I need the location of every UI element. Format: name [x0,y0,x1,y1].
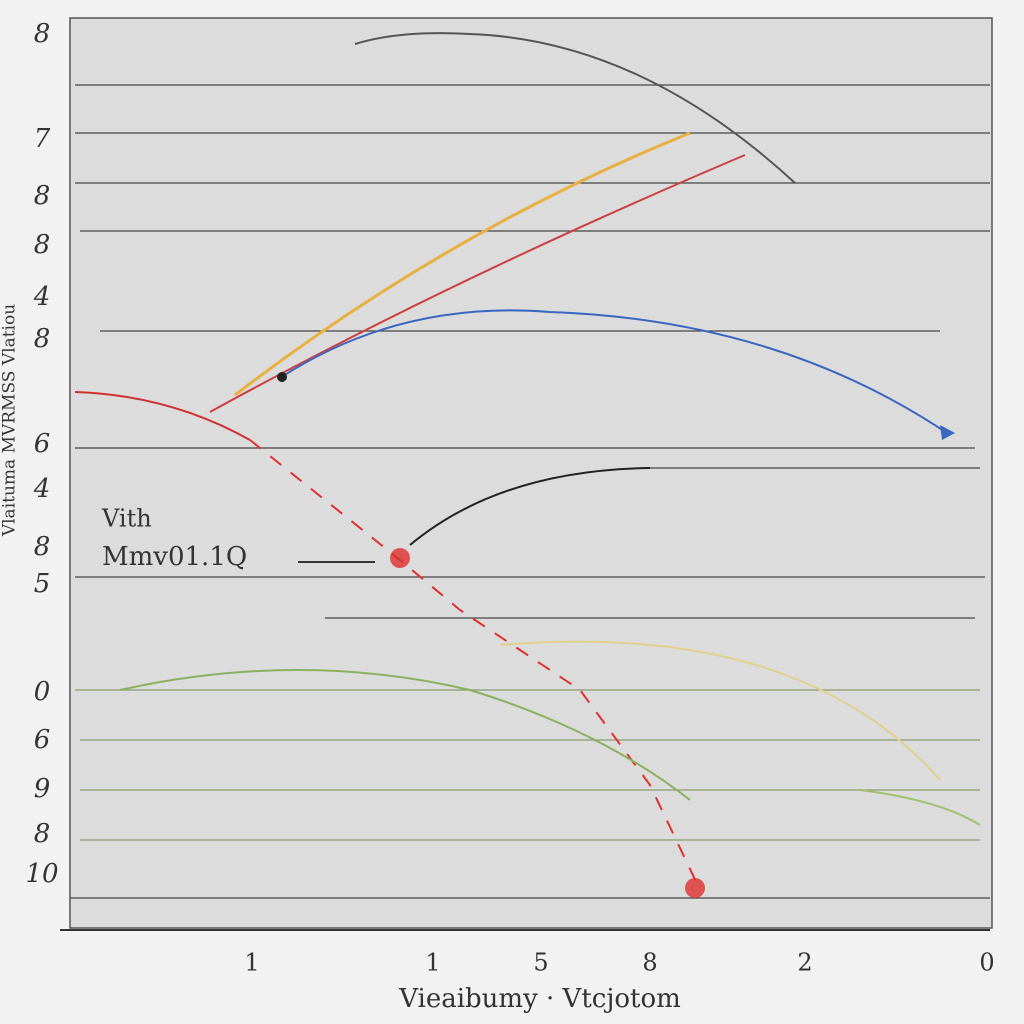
y-tick-label: 9 [34,774,51,804]
annotation: Vith [101,505,152,533]
y-tick-label: 0 [34,677,51,707]
x-tick-label: 0 [979,949,994,977]
x-tick-label: 1 [425,949,440,977]
y-tick-label: 8 [34,19,51,49]
curves [74,32,981,891]
x-tick-label: 5 [533,949,548,977]
y-tick-label: 8 [34,532,51,562]
x-axis-title: Vieaibumy · Vtcjotom [398,984,681,1014]
y-tick-label: 10 [25,859,58,889]
y-tick-label: 8 [34,324,51,354]
y-tick-label: 6 [34,725,51,755]
y-tick-label: 6 [34,429,51,459]
grid [60,84,990,931]
y-tick-label: 7 [34,124,51,154]
y-tick-label: 8 [34,230,51,260]
plot-area [69,17,993,929]
x-tick-label: 2 [797,949,812,977]
y-tick-label: 4 [33,474,51,504]
markers [277,372,955,898]
y-tick-label: 8 [34,181,51,211]
y-tick-label: 5 [34,569,51,599]
y-tick-label: 8 [34,819,51,849]
annotation: Mmv01.1Q [102,542,247,572]
x-tick-label: 1 [244,949,259,977]
y-tick-label: 4 [33,282,51,312]
y-axis-title: Vlaituma MVRMSS Vlatiou [0,304,20,537]
x-tick-label: 8 [642,949,657,977]
